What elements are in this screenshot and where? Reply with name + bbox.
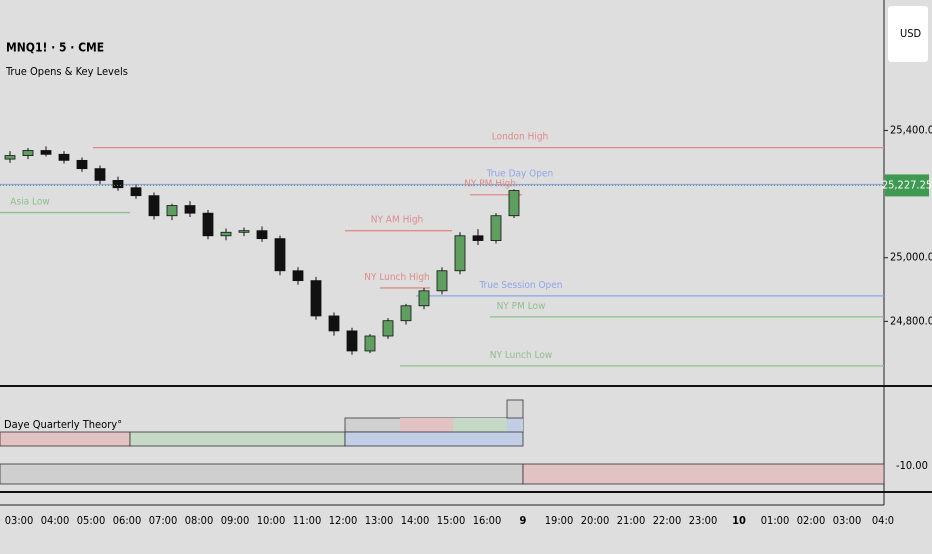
candle-body (436, 270, 448, 292)
level-label: NY PM Low (497, 301, 546, 312)
level-label: NY Lunch High (364, 272, 430, 283)
x-tick-label: 06:00 (113, 514, 142, 527)
candle-body (148, 195, 160, 217)
indicator-name: Daye Quarterly Theory° (4, 418, 122, 431)
candle-body (454, 235, 466, 272)
level-label: True Session Open (478, 280, 562, 291)
quarter-box (129, 431, 346, 447)
x-tick-label: 02:00 (797, 514, 826, 527)
candle-body (346, 330, 358, 352)
x-tick-label: 07:00 (149, 514, 178, 527)
level-label: NY AM High (371, 215, 424, 226)
x-tick-label: 10:00 (257, 514, 286, 527)
candle-body (310, 280, 322, 317)
candle-body (202, 212, 214, 237)
x-tick-label: 19:00 (545, 514, 574, 527)
candle-body (328, 315, 340, 332)
y-tick-label: 25,000.00 (890, 251, 932, 264)
candle-body (184, 205, 196, 214)
x-tick-label: 09:00 (221, 514, 250, 527)
y-tick-label: 24,800.00 (890, 314, 932, 327)
level-label: True Day Open (486, 169, 553, 180)
level-label: London High (492, 132, 549, 143)
x-tick-label: 13:00 (365, 514, 394, 527)
candle-body (418, 290, 430, 307)
quarter-box (344, 431, 524, 447)
x-tick-label: 10 (732, 514, 746, 527)
candle-body (166, 205, 178, 217)
candle-body (472, 235, 484, 241)
level-label: NY Lunch Low (490, 350, 553, 361)
quarter-box (506, 399, 524, 419)
candle-body (400, 305, 412, 322)
x-tick-label: 16:00 (473, 514, 502, 527)
x-tick-label: 9 (520, 514, 527, 527)
x-tick-label: 15:00 (437, 514, 466, 527)
year-box (0, 463, 524, 485)
currency-label[interactable]: USD (900, 27, 922, 40)
year-box (522, 463, 885, 485)
candle-body (490, 215, 502, 241)
indicator-title: True Opens & Key Levels (5, 65, 128, 78)
quarter-box (400, 418, 453, 432)
candle-body (220, 231, 232, 237)
level-label: Asia Low (10, 197, 49, 208)
x-tick-label: 20:00 (581, 514, 610, 527)
candle-body (58, 153, 70, 161)
quarter-box (507, 418, 523, 432)
quarter-box (0, 431, 131, 447)
candle-body (274, 238, 286, 272)
x-tick-label: 11:00 (293, 514, 322, 527)
x-tick-label: 12:00 (329, 514, 358, 527)
candle-body (292, 270, 304, 282)
x-tick-label: 01:00 (761, 514, 790, 527)
y-tick-label: 25,400.00 (890, 123, 932, 136)
candle-body (364, 335, 376, 352)
candle-body (238, 230, 250, 233)
x-tick-label: 08:00 (185, 514, 214, 527)
candle-body (508, 190, 520, 217)
x-tick-label: 05:00 (77, 514, 106, 527)
currency-button[interactable] (888, 6, 928, 62)
candle-body (40, 150, 52, 155)
candle-body (4, 155, 16, 160)
indicator-axis-label: -10.00 (896, 459, 928, 472)
candle-body (382, 320, 394, 337)
x-tick-label: 03:00 (833, 514, 862, 527)
x-tick-label: 22:00 (653, 514, 682, 527)
x-tick-label: 21:00 (617, 514, 646, 527)
symbol-title: MNQ1! · 5 · CME (6, 41, 104, 55)
x-tick-label: 03:00 (5, 514, 34, 527)
candle-body (22, 150, 34, 156)
quarter-box (453, 418, 507, 432)
candle-body (256, 230, 268, 240)
x-tick-label: 04:00 (41, 514, 70, 527)
level-label: NY PM High (464, 179, 516, 190)
candle-body (76, 159, 88, 170)
candle-body (130, 187, 142, 197)
last-price-label: 25,227.25 (882, 178, 932, 191)
last-price-box (885, 174, 929, 197)
candle-body (112, 180, 124, 189)
x-tick-label: 04:0 (872, 514, 894, 527)
x-tick-label: 23:00 (689, 514, 718, 527)
x-tick-label: 14:00 (401, 514, 430, 527)
candle-body (94, 168, 106, 181)
